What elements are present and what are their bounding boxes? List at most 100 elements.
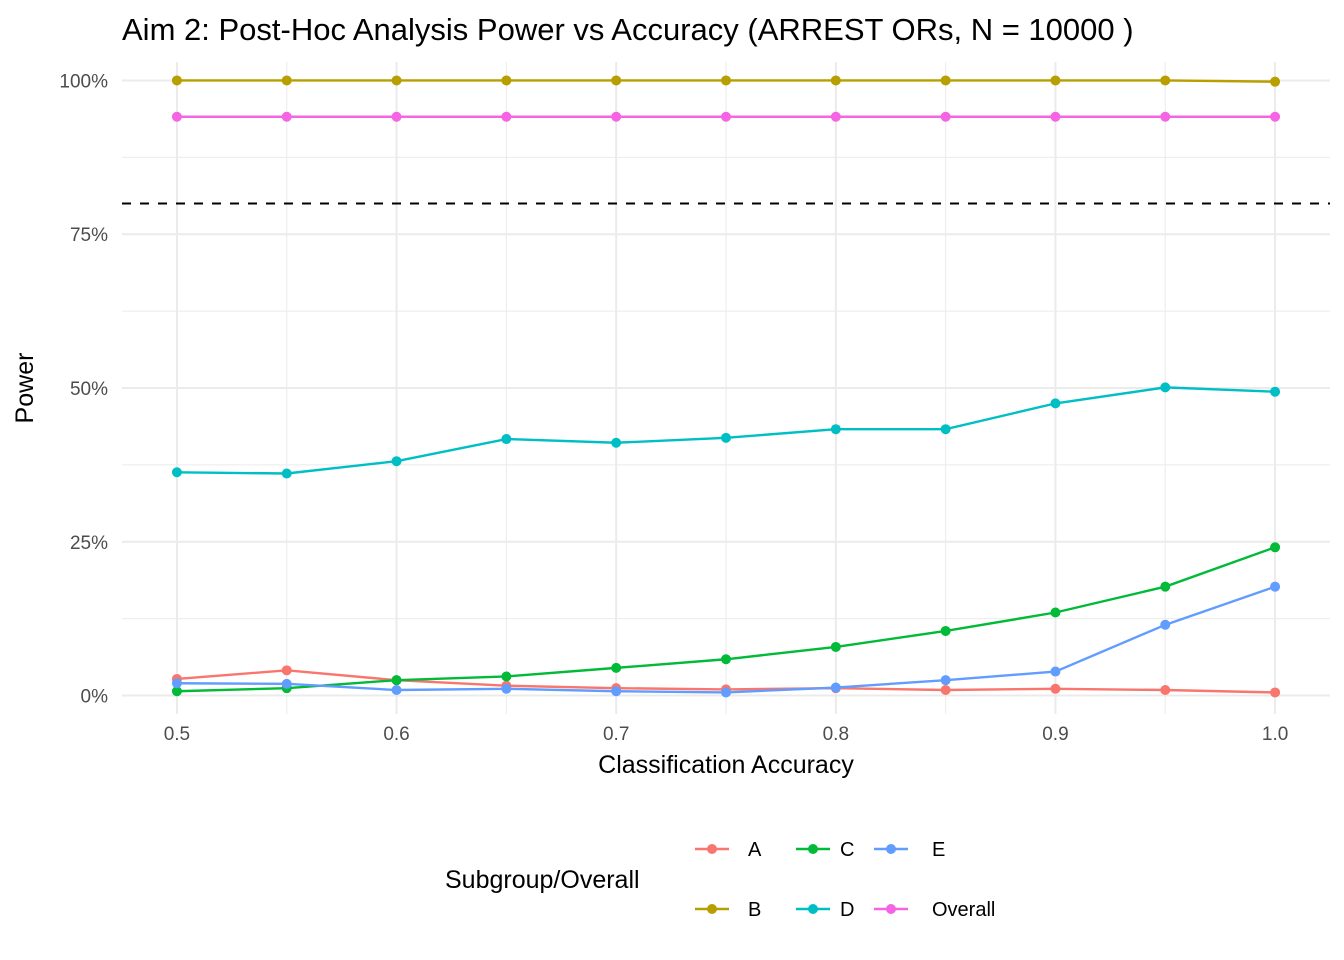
- series-c: [171, 542, 1281, 697]
- data-point: [281, 678, 292, 689]
- data-point: [171, 75, 182, 86]
- data-point: [171, 111, 182, 122]
- data-point: [1160, 619, 1171, 630]
- data-point: [1160, 685, 1171, 696]
- data-point: [1270, 687, 1281, 698]
- legend-key-point: [808, 844, 818, 854]
- legend-key-point: [886, 904, 896, 914]
- data-point: [171, 686, 182, 697]
- data-point: [501, 683, 512, 694]
- data-point: [940, 75, 951, 86]
- data-point: [1160, 111, 1171, 122]
- x-tick-label: 0.7: [603, 724, 629, 745]
- data-point: [501, 75, 512, 86]
- series-b: [171, 75, 1281, 87]
- data-point: [281, 468, 292, 479]
- data-point: [1270, 542, 1281, 553]
- data-point: [391, 685, 402, 696]
- legend-key-point: [707, 844, 717, 854]
- legend-label: C: [840, 839, 854, 861]
- data-point: [501, 111, 512, 122]
- data-point: [1160, 581, 1171, 592]
- legend-label: E: [932, 839, 945, 861]
- legend-key-point: [886, 844, 896, 854]
- y-tick-label: 75%: [70, 225, 108, 246]
- series-d: [171, 382, 1281, 479]
- data-point: [721, 687, 731, 698]
- data-point: [1270, 386, 1281, 397]
- x-tick-label: 0.8: [823, 724, 849, 745]
- legend-item-a: A: [695, 839, 762, 861]
- y-tick-label: 0%: [81, 687, 109, 708]
- data-point: [1050, 666, 1061, 677]
- data-point: [830, 641, 841, 652]
- legend-item-overall: Overall: [874, 899, 995, 921]
- data-point: [1270, 581, 1281, 592]
- data-point: [830, 75, 841, 86]
- series-overall: [171, 111, 1281, 122]
- data-point: [391, 75, 402, 86]
- legend-label: A: [748, 839, 762, 861]
- data-point: [611, 75, 622, 86]
- data-point: [391, 111, 402, 122]
- data-point: [281, 75, 292, 86]
- data-point: [830, 424, 841, 435]
- data-point: [721, 432, 731, 443]
- data-point: [830, 111, 841, 122]
- legend-key-point: [707, 904, 717, 914]
- data-point: [1050, 398, 1061, 409]
- legend-key-point: [808, 904, 818, 914]
- data-point: [281, 665, 292, 676]
- data-point: [1270, 111, 1281, 122]
- data-point: [611, 111, 622, 122]
- series-group: [171, 75, 1281, 698]
- data-point: [1050, 75, 1061, 86]
- data-point: [391, 675, 402, 686]
- data-point: [171, 678, 182, 689]
- x-tick-label: 0.9: [1042, 724, 1068, 745]
- data-point: [940, 111, 951, 122]
- x-tick-label: 1.0: [1262, 724, 1288, 745]
- grid: [122, 62, 1330, 714]
- x-tick-label: 0.5: [164, 724, 190, 745]
- data-point: [940, 675, 951, 686]
- data-point: [940, 685, 951, 696]
- data-point: [1160, 75, 1171, 86]
- chart-title: Aim 2: Post-Hoc Analysis Power vs Accura…: [122, 12, 1134, 47]
- legend-label: D: [840, 899, 854, 921]
- data-point: [1050, 607, 1061, 618]
- x-axis-title: Classification Accuracy: [598, 751, 854, 779]
- data-point: [501, 434, 512, 445]
- legend-item-b: B: [695, 899, 761, 921]
- data-point: [940, 625, 951, 636]
- data-point: [1160, 382, 1171, 393]
- series-e: [171, 581, 1281, 698]
- tick-labels: 0.5 0.6 0.7 0.8 0.9 1.0 0% 25% 50% 75% 100%: [59, 71, 1288, 745]
- y-axis-title: Power: [11, 353, 39, 424]
- y-tick-label: 25%: [70, 533, 108, 554]
- data-point: [611, 437, 622, 448]
- legend-item-e: E: [874, 839, 945, 861]
- y-tick-label: 50%: [70, 379, 108, 400]
- data-point: [721, 111, 731, 122]
- legend-label: B: [748, 899, 761, 921]
- data-point: [391, 456, 402, 467]
- legend-item-c: C: [796, 839, 854, 861]
- legend-item-d: D: [796, 899, 854, 921]
- legend-title: Subgroup/Overall: [445, 866, 640, 894]
- data-point: [940, 424, 951, 435]
- legend: A B C D E Overall: [695, 839, 995, 921]
- y-tick-label: 100%: [59, 71, 108, 92]
- data-point: [721, 75, 731, 86]
- data-point: [721, 654, 731, 665]
- data-point: [501, 671, 512, 682]
- data-point: [611, 686, 622, 697]
- data-point: [1050, 111, 1061, 122]
- data-point: [281, 111, 292, 122]
- data-point: [171, 467, 182, 478]
- data-point: [611, 662, 622, 673]
- data-point: [1050, 683, 1061, 694]
- legend-label: Overall: [932, 899, 995, 921]
- data-point: [1270, 76, 1281, 87]
